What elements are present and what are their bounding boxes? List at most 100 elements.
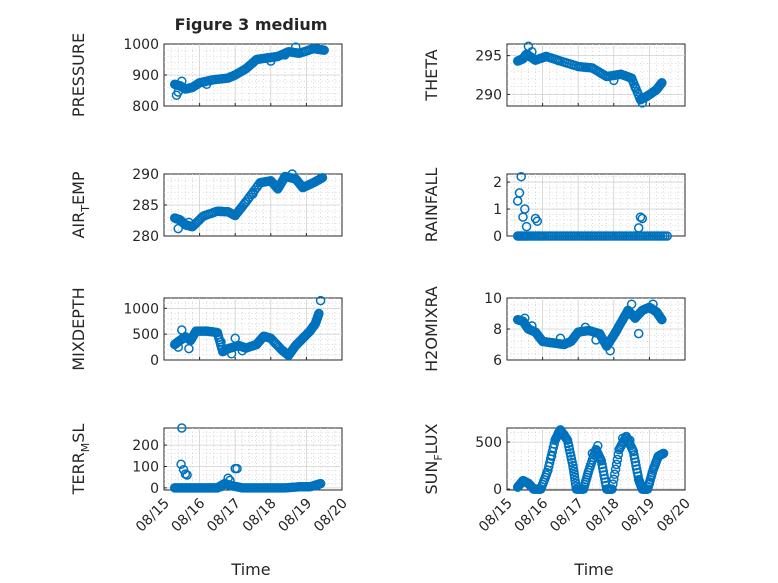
data-point [223,473,233,483]
data-point [648,299,658,309]
theta-y-axis-label: THETA [422,49,441,101]
y-tick-label: 900 [132,68,159,84]
data-point [173,223,183,234]
data-point [182,470,192,480]
data-point [290,42,301,52]
data-point [628,446,639,457]
x-tick-label: 08/20 [654,496,694,536]
figure-title: Figure 3 medium [175,15,328,34]
theta-series [512,41,667,108]
data-point [635,212,646,222]
x-tick-label: 08/15 [133,496,173,536]
rainfall-grid [507,174,685,236]
data-point [657,314,667,325]
mixdepth-series [169,295,326,361]
data-point [315,295,326,306]
data-point [521,221,532,232]
data-point [312,480,322,491]
y-tick-label: 100 [132,459,159,475]
x-tick-label: 08/17 [547,496,587,536]
mixdepth-y-axis-label: MIXDEPTH [69,287,88,370]
terr_msl-axes-background [163,427,343,491]
data-point [597,459,607,470]
data-point [232,463,242,474]
data-point [593,441,603,451]
data-point [287,169,297,179]
data-point [226,349,237,359]
data-point [532,216,543,226]
data-point [225,475,235,486]
data-point [610,464,621,475]
y-tick-label: 280 [132,229,159,245]
data-point [514,188,525,198]
data-point [184,217,194,228]
data-point [591,335,601,345]
air_temp-y-axis-label: AIRTEMP [69,171,92,238]
y-tick-label: 500 [132,327,159,343]
data-point [626,299,637,309]
data-point [177,423,187,433]
data-point [237,345,248,356]
x-tick-label: 08/16 [512,495,552,535]
data-point [559,429,569,440]
data-point [631,464,642,474]
data-point [625,435,635,445]
x-tick-label: 08/19 [275,496,315,536]
data-point [605,345,615,356]
data-point [662,231,672,241]
data-point [553,427,564,438]
data-point [230,333,240,344]
x-tick-label: 08/20 [311,496,351,536]
data-point [546,451,557,461]
rainfall-series [512,171,672,241]
x-axis-label-right: Time [573,560,613,579]
data-point [516,171,526,182]
x-tick-label: 08/15 [476,496,516,536]
data-point [527,321,537,331]
data-point [637,98,648,108]
subplot-theta: 290 295 THETA [422,41,686,108]
data-point [520,313,530,323]
y-tick-label: 6 [493,353,502,369]
x-tick-label: 08/19 [618,496,658,536]
sun_flux-series [512,425,669,494]
terr_msl-y-axis-label: TERRMSL [69,424,92,496]
data-point [633,328,644,339]
y-tick-label: 0 [493,229,502,245]
data-point [599,473,610,484]
data-point [317,172,328,183]
data-point [658,448,669,459]
h2omixra-y-axis-label: H2OMIXRA [422,286,441,372]
data-point [630,457,641,467]
data-point [177,76,187,86]
data-point [599,470,609,480]
y-tick-label: 290 [132,167,159,183]
data-point [280,50,290,60]
terr_msl-series [169,423,326,493]
data-point [216,337,226,347]
data-point [631,460,641,471]
data-point [527,47,537,57]
data-point [609,474,619,484]
data-point [596,456,607,466]
subplot-h2omixra: 6 8 10 H2OMIXRA [422,286,686,372]
data-point [177,325,187,335]
sun_flux-y-axis-label: SUNFLUX [422,423,445,494]
data-point [173,342,183,352]
y-tick-label: 1000 [123,301,159,317]
air_temp-series [169,169,328,234]
data-point [216,482,226,492]
y-tick-label: 10 [484,291,502,307]
data-point [609,469,620,480]
pressure-y-axis-label: PRESSURE [69,33,88,117]
y-tick-label: 0 [150,353,159,369]
data-point [630,82,640,93]
subplot-air_temp: 280 285 290 AIRTEMP [69,167,343,245]
x-tick-label: 08/18 [583,496,623,536]
x-tick-label: 08/16 [169,495,209,535]
data-point [644,478,655,489]
data-point [580,322,591,333]
